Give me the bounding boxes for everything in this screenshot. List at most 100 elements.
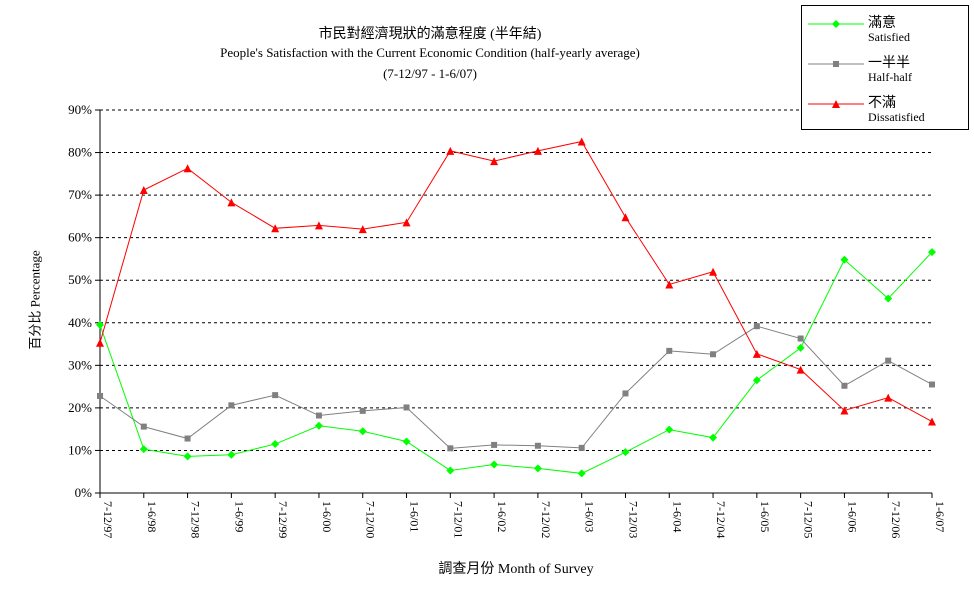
data-point bbox=[796, 365, 805, 374]
y-axis-title: 百分比 Percentage bbox=[27, 250, 43, 350]
data-point bbox=[490, 460, 499, 469]
data-point bbox=[140, 423, 147, 430]
x-tick-label: 7-12/05 bbox=[802, 501, 816, 538]
x-tick-label: 7-12/00 bbox=[364, 501, 378, 538]
data-point bbox=[139, 186, 148, 195]
data-point bbox=[665, 280, 674, 289]
data-point bbox=[402, 218, 411, 227]
data-point bbox=[490, 157, 499, 166]
data-point bbox=[446, 146, 455, 155]
data-point bbox=[534, 442, 541, 449]
data-point bbox=[533, 464, 542, 473]
data-point bbox=[447, 445, 454, 452]
data-point bbox=[183, 164, 192, 173]
x-tick-label: 7-12/03 bbox=[626, 501, 640, 538]
legend-item-dissatisfied: 不滿 Dissatisfied bbox=[802, 92, 970, 132]
x-tick-label: 1-6/07 bbox=[933, 501, 947, 532]
chart-title: People's Satisfaction with the Current E… bbox=[220, 45, 640, 60]
x-tick-label: 1-6/98 bbox=[145, 501, 159, 532]
chart-subtitle: (7-12/97 - 1-6/07) bbox=[383, 66, 477, 81]
data-point bbox=[533, 146, 542, 155]
data-point bbox=[840, 406, 849, 415]
chart-title-chinese: 市民對經濟現狀的滿意程度 (半年結) bbox=[318, 27, 542, 42]
data-point bbox=[884, 393, 893, 402]
y-tick-label: 80% bbox=[68, 145, 92, 160]
data-point bbox=[315, 412, 322, 419]
y-tick-label: 70% bbox=[68, 187, 92, 202]
data-point bbox=[227, 450, 236, 459]
x-tick-label: 1-6/99 bbox=[232, 501, 246, 532]
y-tick-label: 90% bbox=[68, 102, 92, 117]
data-point bbox=[271, 440, 280, 449]
data-point bbox=[577, 469, 586, 478]
data-point bbox=[885, 357, 892, 364]
data-point bbox=[358, 427, 367, 436]
x-tick-label: 7-12/01 bbox=[451, 501, 465, 538]
data-point bbox=[578, 444, 585, 451]
data-point bbox=[796, 343, 805, 352]
x-tick-label: 7-12/98 bbox=[189, 501, 203, 538]
data-point bbox=[491, 441, 498, 448]
legend-label-zh: 滿意 bbox=[868, 16, 896, 31]
x-tick-label: 1-6/03 bbox=[583, 501, 597, 532]
x-tick-label: 1-6/00 bbox=[320, 501, 334, 532]
data-point bbox=[228, 402, 235, 409]
y-tick-label: 10% bbox=[68, 442, 92, 457]
data-point bbox=[446, 466, 455, 475]
data-point bbox=[183, 452, 192, 461]
data-point bbox=[884, 294, 893, 303]
satisfied-marker-icon bbox=[808, 20, 864, 28]
legend-item-half-half: 一半半 Half-half bbox=[802, 52, 970, 92]
series-line bbox=[99, 140, 933, 422]
y-tick-label: 20% bbox=[68, 400, 92, 415]
dissatisfied-marker-icon bbox=[808, 100, 864, 108]
x-tick-label: 1-6/01 bbox=[408, 501, 422, 532]
data-point bbox=[359, 407, 366, 414]
x-tick-label: 1-6/05 bbox=[758, 501, 772, 532]
x-axis-title: 調查月份 Month of Survey bbox=[438, 562, 594, 577]
series-dissatisfied bbox=[96, 137, 936, 426]
data-point bbox=[403, 404, 410, 411]
data-point bbox=[96, 338, 104, 347]
data-point bbox=[929, 381, 935, 388]
data-point bbox=[840, 255, 849, 264]
data-point bbox=[753, 323, 760, 330]
data-point bbox=[402, 437, 411, 446]
y-tick-label: 40% bbox=[68, 315, 92, 330]
series-line bbox=[99, 251, 933, 474]
legend: 滿意 Satisfied 一半半 Half-half 不滿 Dissatisfi… bbox=[801, 5, 969, 130]
data-point bbox=[577, 137, 586, 146]
y-tick-label: 60% bbox=[68, 230, 92, 245]
x-tick-label: 7-12/06 bbox=[889, 501, 903, 538]
x-tick-label: 7-12/02 bbox=[539, 501, 553, 538]
legend-label-zh: 不滿 bbox=[868, 96, 896, 111]
data-point bbox=[752, 376, 761, 385]
data-point bbox=[665, 425, 674, 434]
data-point bbox=[928, 248, 936, 257]
series-line bbox=[99, 325, 933, 449]
x-tick-label: 7-12/04 bbox=[714, 501, 728, 538]
legend-label-zh: 一半半 bbox=[868, 56, 910, 71]
data-point bbox=[709, 433, 718, 442]
data-point bbox=[622, 390, 629, 397]
half-half-marker-icon bbox=[808, 61, 864, 67]
data-point bbox=[184, 435, 191, 442]
legend-label-en: Dissatisfied bbox=[868, 110, 925, 124]
data-point bbox=[227, 198, 236, 207]
gridlines bbox=[99, 109, 932, 494]
legend-label-en: Half-half bbox=[868, 70, 912, 84]
data-point bbox=[841, 382, 848, 389]
data-point bbox=[314, 421, 323, 430]
x-tick-label: 1-6/06 bbox=[845, 501, 859, 532]
y-axis-ticks: 0% 10% 20% 30% 40% 50% 60% 70% 80% 90% bbox=[68, 102, 100, 500]
series-layer bbox=[96, 137, 936, 478]
data-point bbox=[97, 392, 103, 399]
legend-item-satisfied: 滿意 Satisfied bbox=[802, 12, 970, 52]
x-axis-ticks: 7-12/97 1-6/98 7-12/98 1-6/99 7-12/99 1-6/00 7… bbox=[99, 493, 947, 538]
y-tick-label: 50% bbox=[68, 272, 92, 287]
data-point bbox=[358, 225, 367, 234]
y-tick-label: 30% bbox=[68, 357, 92, 372]
x-tick-label: 7-12/97 bbox=[101, 501, 115, 538]
data-point bbox=[271, 224, 280, 233]
